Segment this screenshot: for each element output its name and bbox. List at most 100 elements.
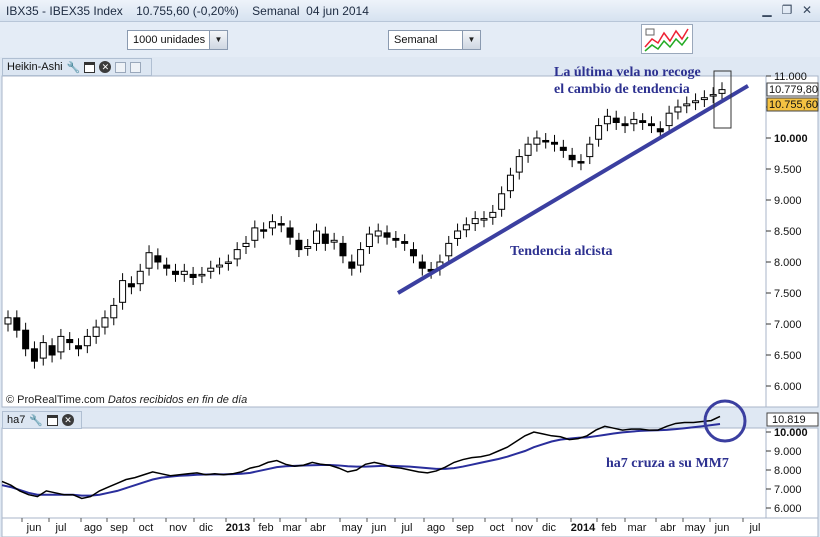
main-plot-area xyxy=(1,75,767,408)
units-select-value: 1000 unidades xyxy=(133,34,206,46)
y-tick-label: 8.000 xyxy=(774,465,802,477)
candle-body xyxy=(83,335,91,347)
candle-body xyxy=(498,193,506,210)
paste-icon[interactable] xyxy=(130,61,142,73)
x-tick-label: jun xyxy=(371,522,387,534)
candle-body xyxy=(189,273,197,278)
window-icon[interactable] xyxy=(47,414,59,426)
candle-body xyxy=(4,317,12,325)
price-badge-close xyxy=(766,97,819,112)
x-tick-label: jul xyxy=(400,522,412,534)
candle-body xyxy=(163,264,171,269)
lower-y-axis xyxy=(765,427,819,519)
candle-body xyxy=(251,227,259,241)
x-tick-label: may xyxy=(342,522,363,534)
chevron-down-icon[interactable]: ▼ xyxy=(209,31,227,49)
y-tick-label: 10.000 xyxy=(774,427,808,439)
candle-body xyxy=(603,115,611,125)
candle-body xyxy=(216,264,224,268)
candle-body xyxy=(207,267,215,272)
wrench-icon[interactable]: 🔧 xyxy=(29,414,44,427)
candle-body xyxy=(630,118,638,125)
x-tick-label: dic xyxy=(199,522,214,534)
candle-body xyxy=(13,317,21,331)
period-select[interactable]: Semanal ▼ xyxy=(388,30,481,50)
candle-body xyxy=(392,237,400,241)
candle-body xyxy=(145,252,153,269)
candle-body xyxy=(709,94,717,97)
candle-body xyxy=(339,242,347,257)
window-icon[interactable] xyxy=(84,61,96,73)
candle-body xyxy=(171,270,179,275)
x-tick-label: abr xyxy=(310,522,326,534)
candle-body xyxy=(313,230,321,244)
copy-icon[interactable] xyxy=(115,61,127,73)
close-icon[interactable]: ✕ xyxy=(801,3,813,17)
x-tick-label: jul xyxy=(54,522,66,534)
x-tick-label: jun xyxy=(26,522,42,534)
main-y-axis xyxy=(765,75,819,408)
candle-body xyxy=(39,342,47,359)
watermark-brand: © ProRealTime.com xyxy=(6,394,105,406)
chevron-down-icon[interactable]: ▼ xyxy=(462,31,480,49)
window-controls: ▁ ❐ ✕ xyxy=(760,3,814,17)
candle-body xyxy=(242,242,250,247)
candle-body xyxy=(198,273,206,277)
candle-body xyxy=(647,123,655,127)
main-panel-header: Heikin-Ashi 🔧 ✕ xyxy=(2,58,152,76)
x-tick-label: ago xyxy=(427,522,445,534)
candle-body xyxy=(595,125,603,140)
close-icon[interactable]: ✕ xyxy=(62,414,75,426)
candle-body xyxy=(506,174,514,192)
x-tick-label: jul xyxy=(748,522,760,534)
candle-body xyxy=(568,154,576,161)
x-tick-label: 2013 xyxy=(226,522,250,534)
close-icon[interactable]: ✕ xyxy=(99,61,112,73)
candle-body xyxy=(119,280,127,303)
crossover-circle xyxy=(703,399,747,443)
price-label-close: 10.755,60 xyxy=(769,99,818,111)
candle-body xyxy=(542,139,550,143)
restore-icon[interactable]: ❐ xyxy=(781,3,793,17)
units-select[interactable]: 1000 unidades ▼ xyxy=(127,30,228,50)
x-tick-label: oct xyxy=(139,522,154,534)
y-tick-label: 9.000 xyxy=(774,446,802,458)
x-tick-label: nov xyxy=(169,522,187,534)
candle-body xyxy=(268,221,276,229)
candle-body xyxy=(154,255,162,263)
y-tick-label: 11.000 xyxy=(774,71,807,83)
candle-body xyxy=(674,106,682,113)
ha7-value-label: 10.819 xyxy=(772,414,806,426)
x-tick-label: mar xyxy=(628,522,647,534)
price-label-high: 10.779,80 xyxy=(769,84,818,96)
minimize-icon[interactable]: ▁ xyxy=(762,3,772,17)
candle-body xyxy=(665,112,673,127)
x-tick-label: abr xyxy=(660,522,676,534)
candle-body xyxy=(57,335,65,353)
ha7-badge xyxy=(766,412,819,427)
trendline xyxy=(396,84,750,295)
y-tick-label: 6.500 xyxy=(774,350,802,362)
candle-body xyxy=(718,89,726,94)
lower-panel-header: ha7 🔧 ✕ xyxy=(2,411,82,429)
y-tick-label: 6.000 xyxy=(774,503,802,515)
candle-body xyxy=(30,348,38,362)
candle-body xyxy=(559,146,567,151)
chart-type-icon[interactable] xyxy=(641,24,693,54)
y-tick-label: 6.000 xyxy=(774,381,802,393)
candle-body xyxy=(48,345,56,356)
x-tick-label: feb xyxy=(258,522,273,534)
annotation-trend: Tendencia alcista xyxy=(510,244,613,259)
candle-body xyxy=(348,261,356,269)
candle-body xyxy=(621,123,629,127)
annotation-last-candle-1: La última vela no recoge xyxy=(554,65,701,80)
window-titlebar: IBX35 - IBEX35 Index 10.755,60 (-0,20%) … xyxy=(0,0,820,22)
wrench-icon[interactable]: 🔧 xyxy=(66,61,81,74)
candle-body xyxy=(656,128,664,133)
candle-body xyxy=(409,249,417,257)
candle-body xyxy=(260,229,268,232)
x-tick-label: sep xyxy=(110,522,128,534)
x-tick-label: feb xyxy=(601,522,616,534)
lower-panel-title: ha7 xyxy=(7,414,26,426)
highlight-box xyxy=(713,70,732,129)
